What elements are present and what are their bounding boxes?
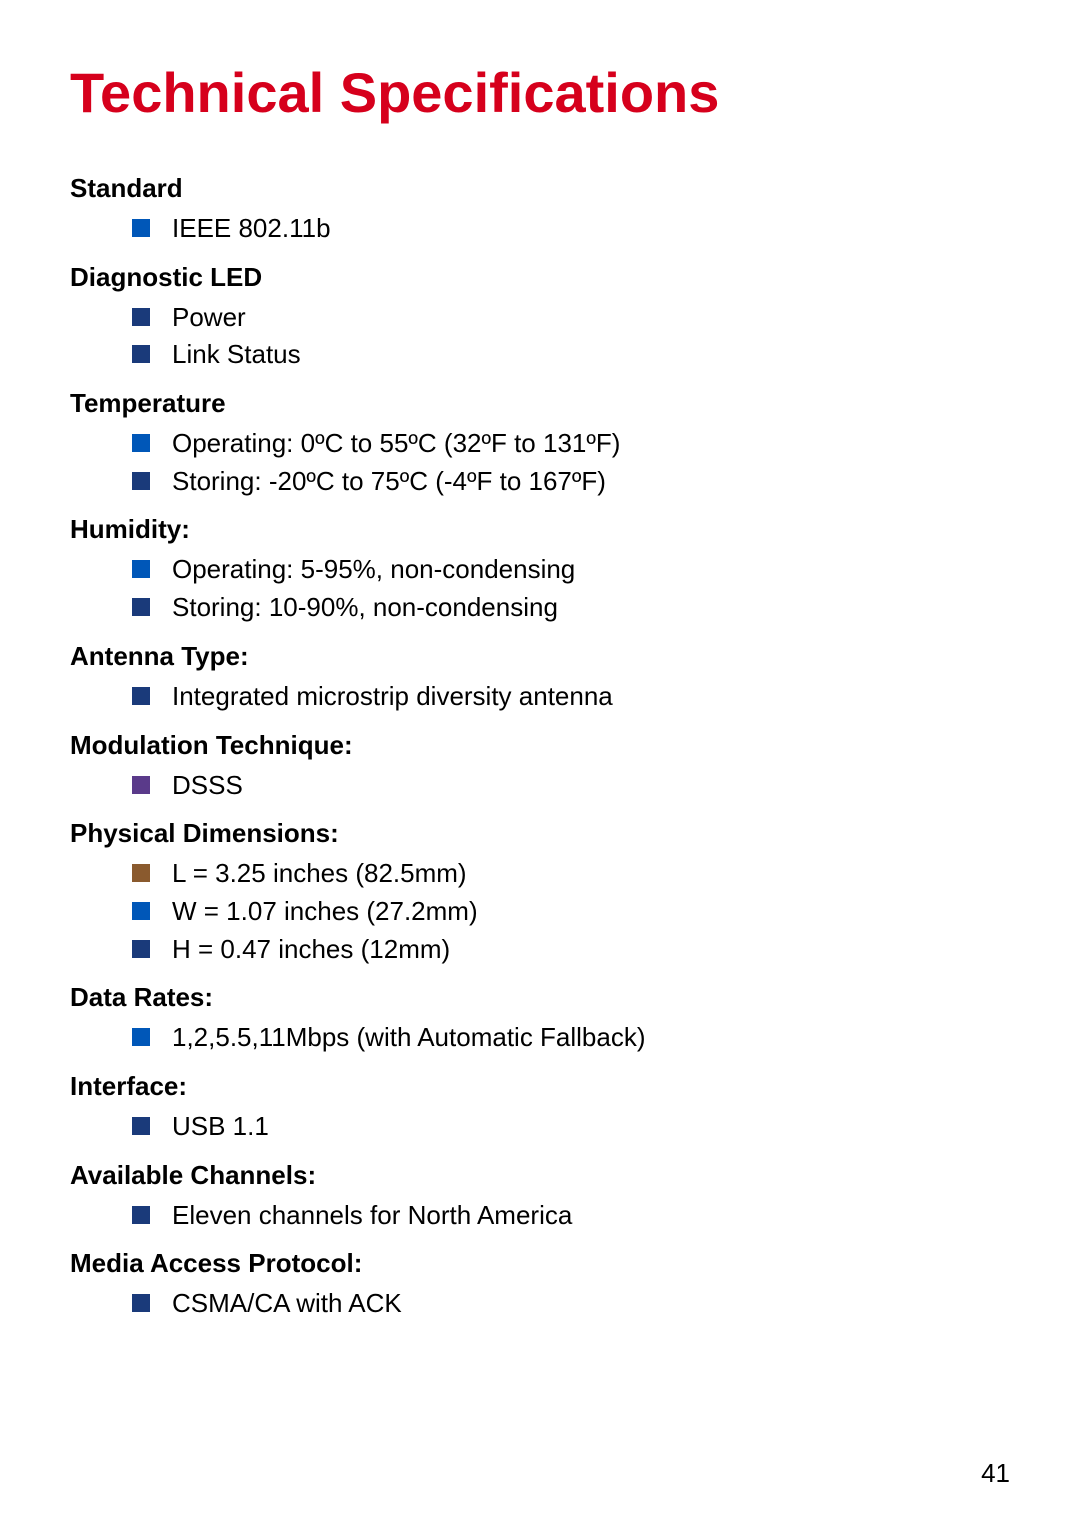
square-bullet-icon	[132, 687, 150, 705]
page-number: 41	[981, 1458, 1010, 1489]
list-item: H = 0.47 inches (12mm)	[132, 931, 1010, 969]
bullet-list: DSSS	[132, 767, 1010, 805]
section-heading: Physical Dimensions:	[70, 818, 1010, 849]
section-heading: Modulation Technique:	[70, 730, 1010, 761]
square-bullet-icon	[132, 598, 150, 616]
bullet-list: Power Link Status	[132, 299, 1010, 374]
list-item: IEEE 802.11b	[132, 210, 1010, 248]
spec-sections: Standard IEEE 802.11b Diagnostic LED Power L…	[70, 173, 1010, 1323]
bullet-list: USB 1.1	[132, 1108, 1010, 1146]
section-heading: Temperature	[70, 388, 1010, 419]
bullet-list: L = 3.25 inches (82.5mm) W = 1.07 inches …	[132, 855, 1010, 968]
list-item: 1,2,5.5,11Mbps (with Automatic Fallback)	[132, 1019, 1010, 1057]
list-item: DSSS	[132, 767, 1010, 805]
list-item: Storing: 10-90%, non-condensing	[132, 589, 1010, 627]
section-heading: Humidity:	[70, 514, 1010, 545]
section-heading: Diagnostic LED	[70, 262, 1010, 293]
list-item: W = 1.07 inches (27.2mm)	[132, 893, 1010, 931]
list-item-text: W = 1.07 inches (27.2mm)	[172, 896, 478, 926]
square-bullet-icon	[132, 1028, 150, 1046]
bullet-list: 1,2,5.5,11Mbps (with Automatic Fallback)	[132, 1019, 1010, 1057]
list-item-text: USB 1.1	[172, 1111, 269, 1141]
section-heading: Antenna Type:	[70, 641, 1010, 672]
square-bullet-icon	[132, 902, 150, 920]
list-item-text: 1,2,5.5,11Mbps (with Automatic Fallback)	[172, 1022, 646, 1052]
bullet-list: Integrated microstrip diversity antenna	[132, 678, 1010, 716]
square-bullet-icon	[132, 434, 150, 452]
list-item-text: Link Status	[172, 339, 301, 369]
list-item-text: CSMA/CA with ACK	[172, 1288, 402, 1318]
square-bullet-icon	[132, 472, 150, 490]
bullet-list: Eleven channels for North America	[132, 1197, 1010, 1235]
square-bullet-icon	[132, 308, 150, 326]
list-item-text: Integrated microstrip diversity antenna	[172, 681, 613, 711]
list-item: USB 1.1	[132, 1108, 1010, 1146]
list-item: Operating: 0ºC to 55ºC (32ºF to 131ºF)	[132, 425, 1010, 463]
section-heading: Interface:	[70, 1071, 1010, 1102]
list-item-text: L = 3.25 inches (82.5mm)	[172, 858, 467, 888]
square-bullet-icon	[132, 219, 150, 237]
list-item-text: IEEE 802.11b	[172, 213, 331, 243]
square-bullet-icon	[132, 776, 150, 794]
section-heading: Standard	[70, 173, 1010, 204]
section-heading: Available Channels:	[70, 1160, 1010, 1191]
square-bullet-icon	[132, 1294, 150, 1312]
bullet-list: IEEE 802.11b	[132, 210, 1010, 248]
list-item-text: DSSS	[172, 770, 243, 800]
list-item: L = 3.25 inches (82.5mm)	[132, 855, 1010, 893]
square-bullet-icon	[132, 1117, 150, 1135]
bullet-list: Operating: 0ºC to 55ºC (32ºF to 131ºF) St…	[132, 425, 1010, 500]
list-item: Link Status	[132, 336, 1010, 374]
page-title: Technical Specifications	[70, 60, 1010, 125]
section-heading: Data Rates:	[70, 982, 1010, 1013]
list-item-text: H = 0.47 inches (12mm)	[172, 934, 450, 964]
square-bullet-icon	[132, 560, 150, 578]
list-item: Operating: 5-95%, non-condensing	[132, 551, 1010, 589]
bullet-list: CSMA/CA with ACK	[132, 1285, 1010, 1323]
list-item-text: Operating: 5-95%, non-condensing	[172, 554, 575, 584]
section-heading: Media Access Protocol:	[70, 1248, 1010, 1279]
list-item-text: Eleven channels for North America	[172, 1200, 572, 1230]
list-item: Storing: -20ºC to 75ºC (-4ºF to 167ºF)	[132, 463, 1010, 501]
square-bullet-icon	[132, 940, 150, 958]
list-item-text: Power	[172, 302, 246, 332]
list-item-text: Storing: -20ºC to 75ºC (-4ºF to 167ºF)	[172, 466, 606, 496]
list-item-text: Operating: 0ºC to 55ºC (32ºF to 131ºF)	[172, 428, 620, 458]
square-bullet-icon	[132, 345, 150, 363]
bullet-list: Operating: 5-95%, non-condensing Storing:…	[132, 551, 1010, 626]
list-item-text: Storing: 10-90%, non-condensing	[172, 592, 558, 622]
list-item: Eleven channels for North America	[132, 1197, 1010, 1235]
square-bullet-icon	[132, 864, 150, 882]
list-item: Integrated microstrip diversity antenna	[132, 678, 1010, 716]
square-bullet-icon	[132, 1206, 150, 1224]
list-item: CSMA/CA with ACK	[132, 1285, 1010, 1323]
list-item: Power	[132, 299, 1010, 337]
